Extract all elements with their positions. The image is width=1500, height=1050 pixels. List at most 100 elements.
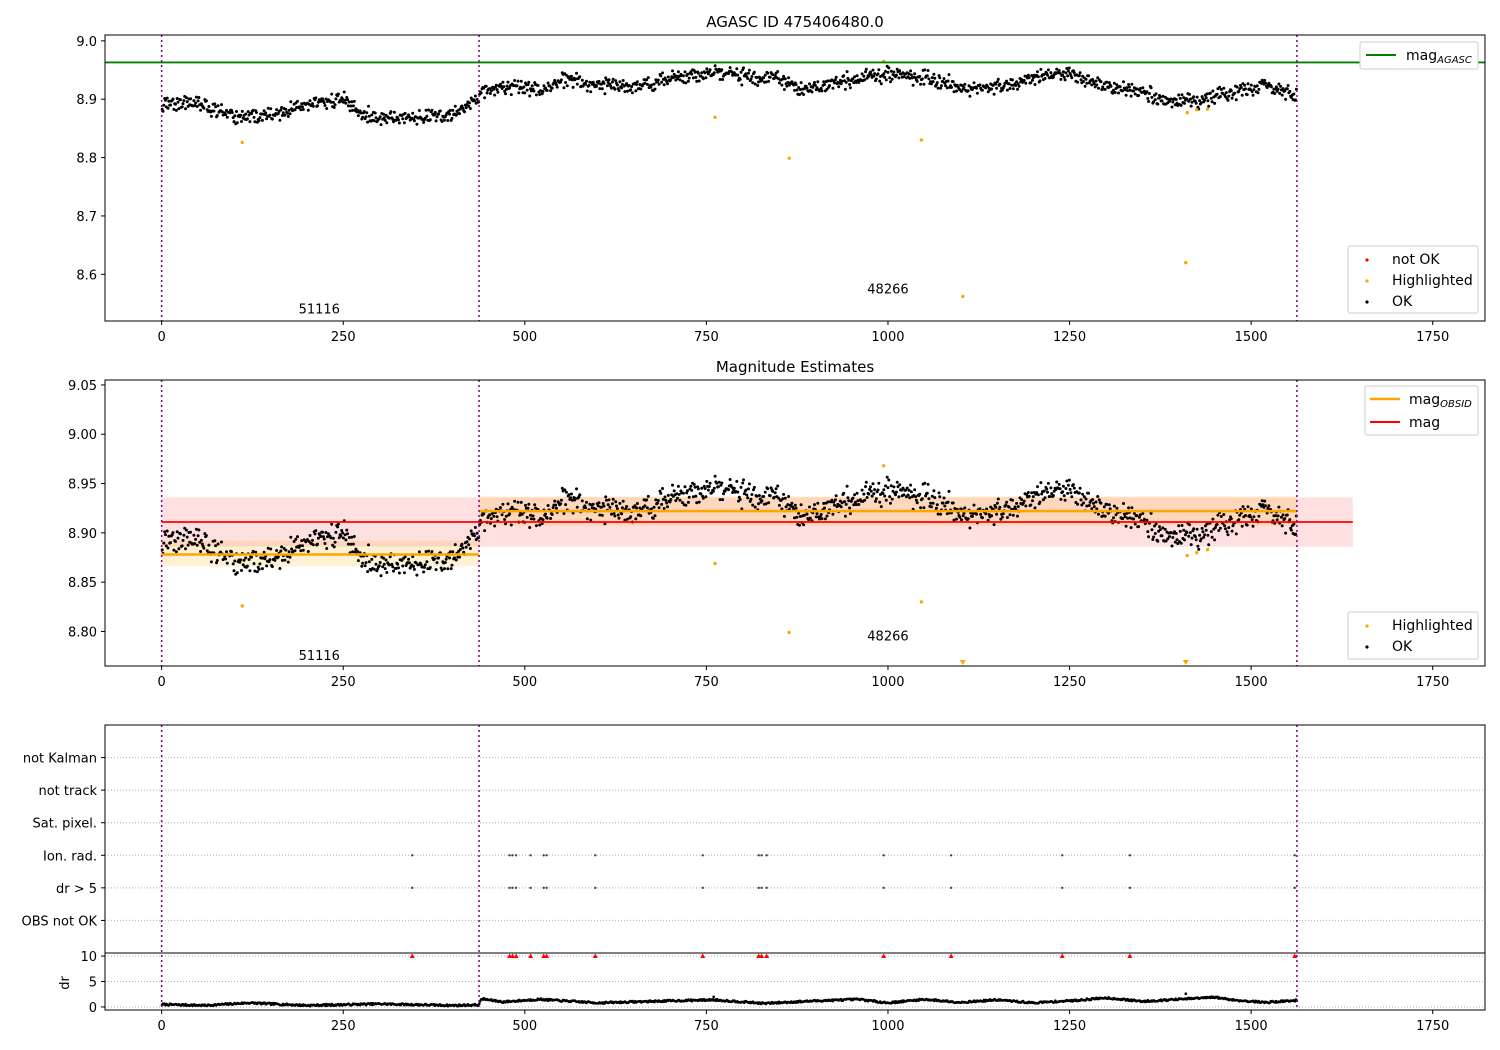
ok-point [929,505,933,509]
ok-point [258,116,262,120]
ok-point [1046,73,1049,77]
ok-point [1207,543,1211,547]
highlighted-point [1194,550,1199,555]
ok-point [968,526,972,530]
ok-point [220,103,223,107]
ok-point [1168,535,1171,539]
ok-point [1243,83,1247,87]
ok-point [391,117,395,121]
ok-point [623,518,627,522]
ok-point [898,483,902,487]
ok-point [199,538,203,542]
ok-point [684,503,688,507]
ok-point [529,513,532,517]
ok-point [493,93,497,97]
ok-point [699,492,703,496]
ok-point [252,562,256,566]
ok-point [1198,99,1202,103]
ok-point [1275,518,1279,522]
ok-point [700,71,704,75]
ok-point [1223,524,1227,528]
ok-point [171,97,175,101]
ok-point [1216,513,1220,517]
ok-point [341,531,345,535]
ok-point [555,85,559,89]
ok-point [351,108,355,112]
ok-point [232,120,236,124]
ok-point [884,498,888,502]
ok-point [585,89,589,93]
ok-point [782,88,786,91]
ok-point [660,502,664,506]
ok-point [346,98,350,102]
ok-point [1169,97,1173,101]
ok-point [344,101,348,105]
ok-point [324,97,328,101]
ok-point [1115,506,1119,510]
ok-point [1249,83,1253,87]
ok-point [987,513,991,516]
ok-point [998,505,1002,509]
ok-point [696,487,700,491]
ok-point [899,488,903,492]
y-tick-label: 8.90 [68,527,97,542]
ok-point [1031,78,1034,82]
highlighted-point [1205,547,1210,552]
ok-point [615,83,619,87]
ok-point [681,491,685,495]
ok-point [939,512,943,516]
ok-point [244,556,248,560]
ok-point [180,105,184,109]
ok-point [372,119,376,123]
ok-point [580,78,584,82]
ok-point [311,104,315,108]
ok-point [580,499,584,503]
ok-point [851,496,855,500]
ok-point [293,108,297,112]
ok-point [799,503,803,507]
ok-point [784,505,788,509]
ok-point [871,482,875,486]
ok-point [972,81,976,85]
ok-point [897,495,901,499]
ok-point [1121,517,1125,520]
ok-point [662,83,666,87]
ok-point [233,559,237,563]
dr-clipped-marker [700,953,706,959]
ok-point [525,88,529,92]
ok-point [575,487,578,491]
ok-point [1046,490,1049,494]
ok-point [803,87,806,91]
dr-clipped-marker [1059,953,1065,959]
ok-point [240,109,244,113]
ok-point [927,497,931,501]
legend-label-highlighted: Highlighted [1392,273,1473,289]
ok-point [715,68,719,72]
ok-point [753,82,757,86]
ok-point [551,506,555,510]
ok-point [316,542,319,546]
ok-point [351,104,355,108]
ok-point [1038,500,1042,504]
ok-point [584,506,588,510]
ok-point [612,511,616,515]
ok-point [1285,513,1289,517]
ok-point [171,531,175,535]
ok-point [1267,504,1271,508]
ok-point [703,71,707,75]
ok-point [768,494,772,498]
ok-point [1132,517,1136,521]
ok-point [645,82,649,86]
ok-point [397,571,401,575]
ok-point [740,507,744,511]
ok-point [1201,530,1205,534]
ok-point [319,535,323,538]
ok-point [704,495,708,499]
ok-point [569,74,573,78]
ok-point [1161,94,1165,98]
ok-point [1174,98,1178,101]
ok-point [751,503,755,507]
ok-point [332,106,336,109]
ok-point [608,505,612,509]
ok-point [361,561,365,565]
